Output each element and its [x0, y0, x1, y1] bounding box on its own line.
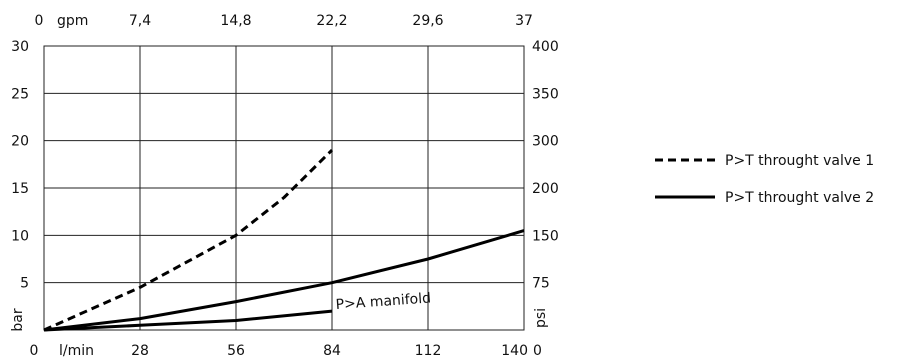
x-tick-label-bottom: 140 [501, 343, 528, 359]
y-tick-label-left: 30 [11, 39, 29, 55]
chart-legend: P>T throught valve 1 P>T throught valve 2 [655, 153, 874, 206]
x-tick-label-bottom: 56 [227, 343, 245, 359]
y-tick-label-left: 15 [11, 181, 29, 197]
y-tick-label-right: 200 [532, 181, 559, 197]
x-tick-label-bottom: 28 [131, 343, 149, 359]
x-tick-label-bottom: 112 [415, 343, 442, 359]
y-tick-label-left: 20 [11, 134, 29, 150]
y-tick-label-left: 25 [11, 86, 29, 102]
chart-ticks: 0 28 56 84 112 140 0 7,4 14,8 22,2 29,6 37 5 10 15 20 25… [11, 13, 559, 359]
y-tick-label-right: 150 [532, 228, 559, 244]
chart-axis-labels: l/min 0 gpm bar psi [10, 13, 549, 359]
annotation-label: P>A manifold [335, 290, 431, 313]
series-line-2 [43, 229, 525, 332]
x-tick-label-top: 14,8 [220, 13, 251, 29]
y-axis-label-right: psi [533, 308, 549, 328]
series-line-1 [43, 149, 334, 332]
y-tick-label-right: 350 [532, 86, 559, 102]
y-tick-label-right: 400 [532, 39, 559, 55]
y-axis-label-left: bar [10, 308, 26, 331]
x-tick-label-top: 29,6 [412, 13, 443, 29]
y-tick-label-right: 75 [532, 276, 550, 292]
y-tick-label-right: 300 [532, 134, 559, 150]
legend-label-2: P>T throught valve 2 [725, 190, 874, 206]
series-line-3 [43, 309, 333, 332]
x-unit-label-top: gpm [57, 13, 88, 29]
x-tick-label-top: 37 [515, 13, 533, 29]
right-corner-label: 0 [533, 343, 542, 359]
x-tick-label-top: 22,2 [316, 13, 347, 29]
legend-label-1: P>T throught valve 1 [725, 153, 874, 169]
chart-grid [43, 45, 525, 331]
x-tick-label-top: 0 [35, 13, 44, 29]
x-tick-label-bottom: 0 [30, 343, 39, 359]
y-tick-label-left: 10 [11, 228, 29, 244]
chart-annotations: P>A manifold [335, 290, 431, 313]
y-tick-label-left: 5 [20, 276, 29, 292]
chart-series [43, 149, 525, 332]
x-tick-label-top: 7,4 [129, 13, 151, 29]
x-unit-label-bottom: l/min [59, 343, 94, 359]
x-tick-label-bottom: 84 [323, 343, 341, 359]
